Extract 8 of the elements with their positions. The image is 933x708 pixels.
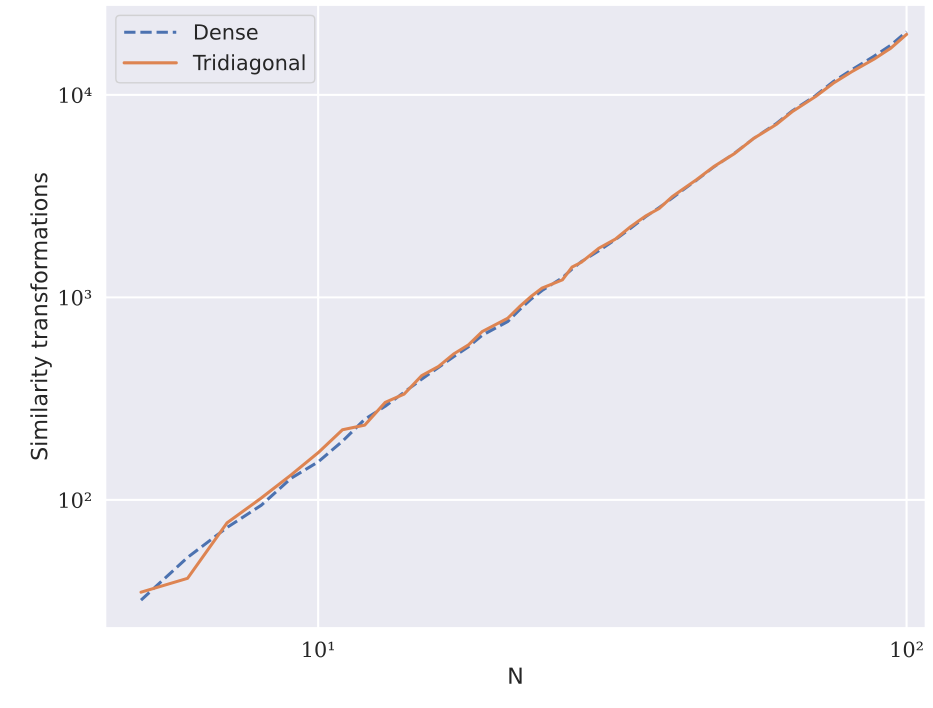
x-tick-label: 10¹ [303, 642, 334, 658]
y-axis-title: Similarity transformations [30, 173, 52, 460]
y-tick-label: 10² [60, 492, 91, 508]
legend-label: Dense [194, 24, 258, 40]
y-tick-label: 10³ [60, 290, 92, 306]
y-tick-label: 10⁴ [60, 87, 92, 104]
legend-label: Tridiagonal [192, 54, 304, 74]
x-axis-title: N [509, 668, 522, 684]
